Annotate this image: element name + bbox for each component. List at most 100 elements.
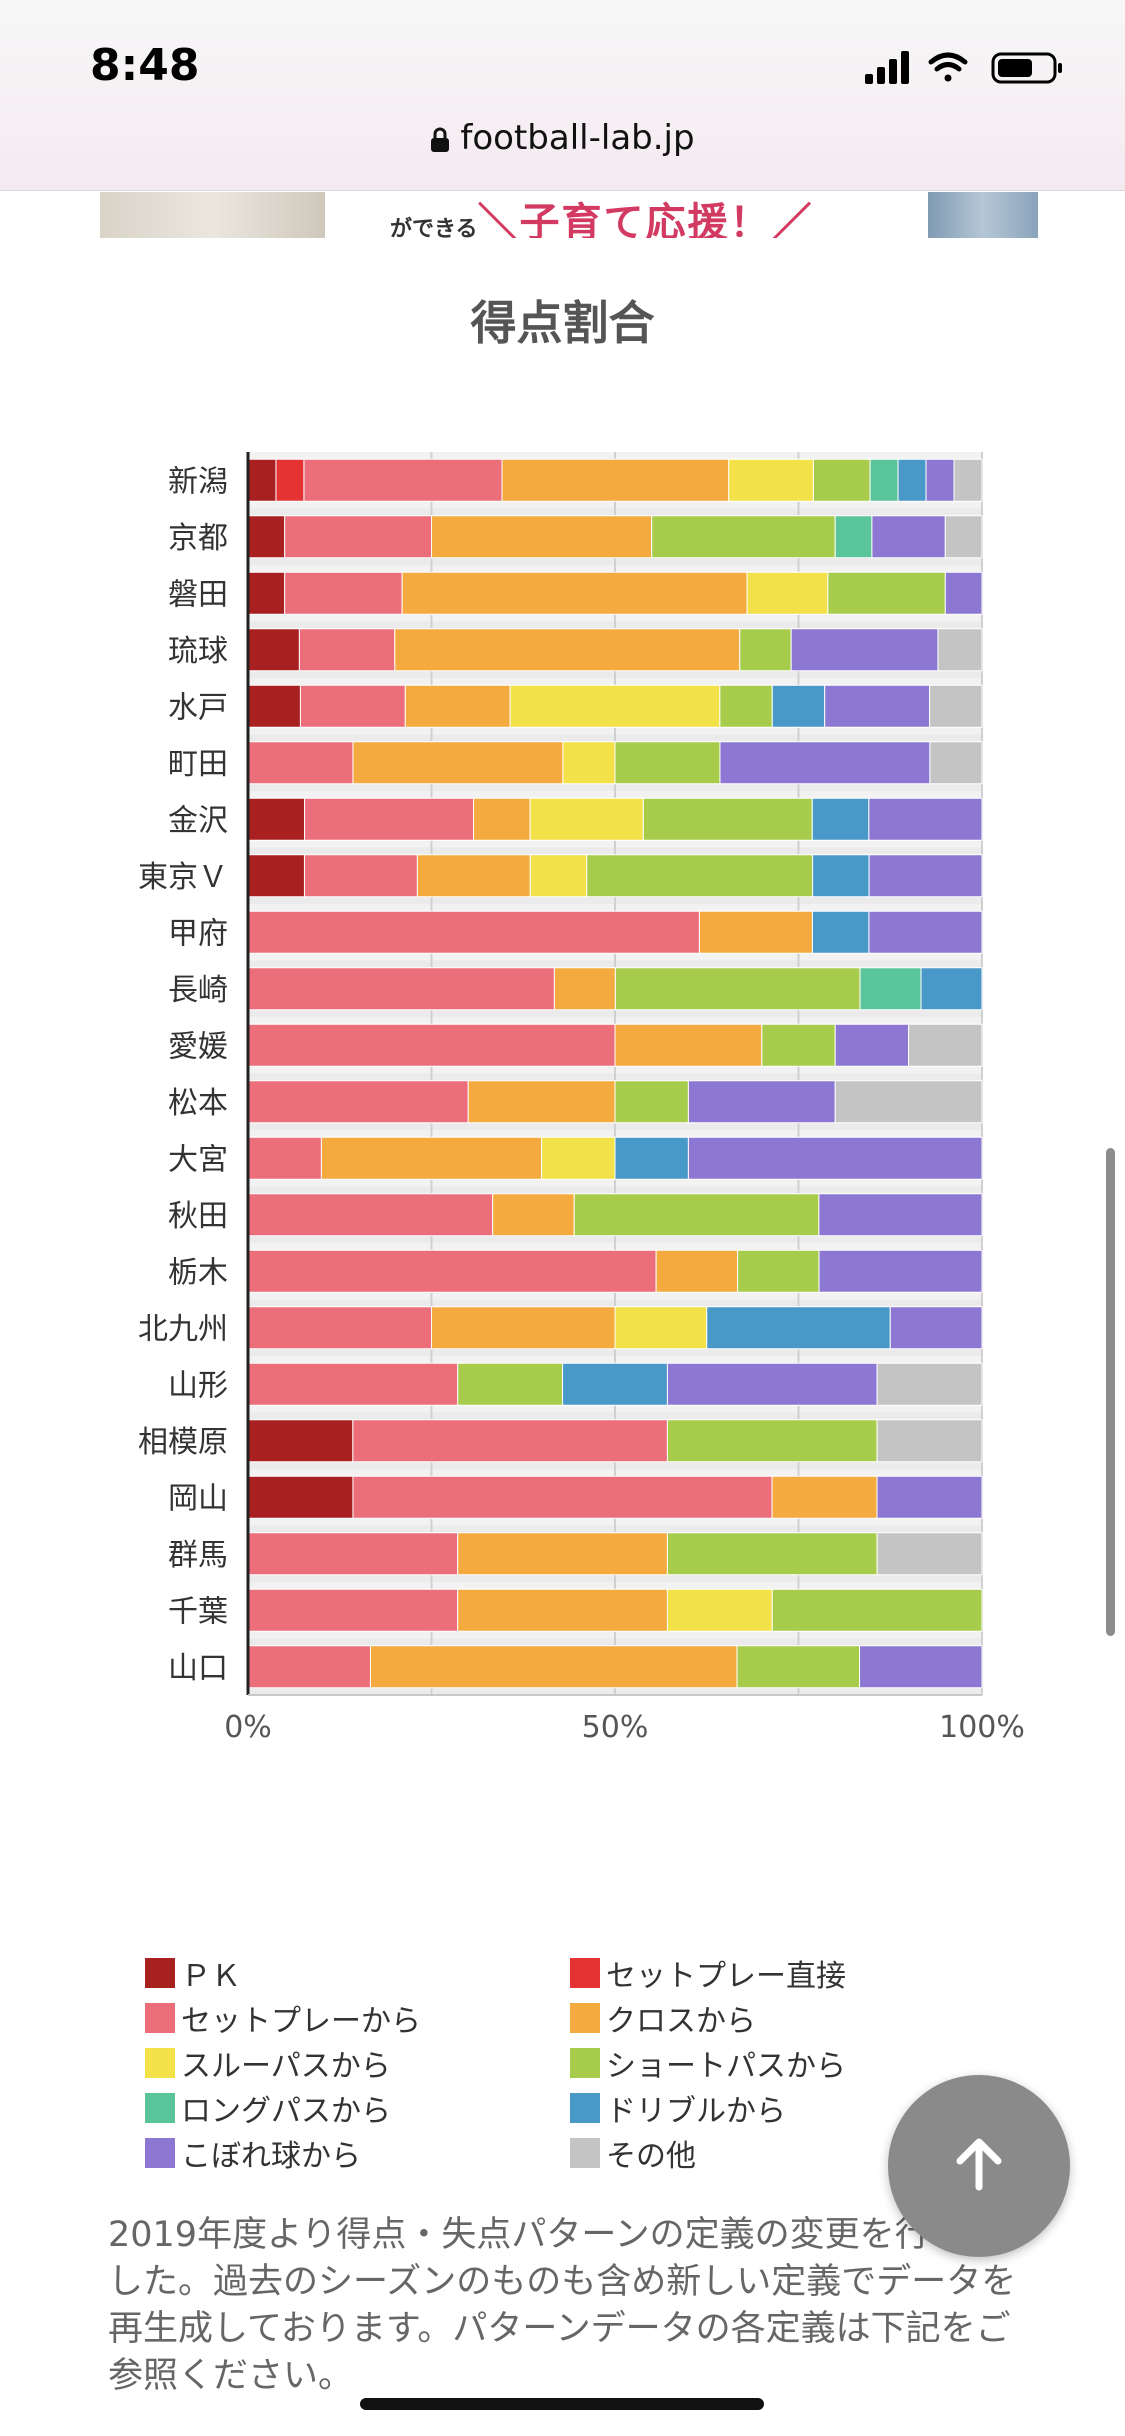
bar-segment: [247, 684, 301, 728]
bar-segment: [614, 1306, 708, 1350]
bar-segment: [834, 1080, 983, 1124]
bar-segment: [303, 458, 503, 502]
bar-segment: [303, 854, 418, 898]
bar-segment: [457, 1532, 668, 1576]
bar-segment: [614, 1023, 763, 1067]
legend-label: その他: [606, 2139, 696, 2174]
legend-item: セットプレー直接: [570, 1953, 846, 1994]
bar-segment: [509, 684, 721, 728]
bar-segment: [553, 967, 616, 1011]
category-label: 新潟: [168, 464, 228, 499]
bar-segment: [529, 854, 588, 898]
back-to-top-button[interactable]: [888, 2075, 1070, 2257]
bar-segment: [771, 1588, 983, 1632]
bar-segment: [746, 571, 829, 615]
legend-swatch: [145, 2093, 175, 2123]
lock-icon: [431, 127, 450, 152]
category-label: 町田: [168, 747, 228, 782]
bar-segment: [614, 1136, 689, 1180]
bar-segment: [666, 1588, 773, 1632]
legend-label: こぼれ球から: [181, 2139, 361, 2174]
bar-segment: [457, 1588, 668, 1632]
bar-segment: [929, 684, 983, 728]
legend-item: ＰＫ: [145, 1953, 241, 1994]
bar-segment: [876, 1532, 983, 1576]
category-label: 琉球: [168, 634, 228, 669]
bar-segment: [944, 515, 983, 559]
legend-item: セットプレーから: [145, 1998, 421, 2039]
bar-segment: [284, 515, 433, 559]
bar-segment: [247, 1136, 322, 1180]
bar-segment: [908, 1023, 983, 1067]
bar-segment: [737, 1249, 820, 1293]
bar-segment: [247, 967, 555, 1011]
bar-segment: [404, 684, 511, 728]
ad-small-text: ができる: [390, 217, 478, 238]
category-label: 相模原: [138, 1425, 228, 1460]
bar-segment: [876, 1419, 983, 1463]
bar-segment: [431, 1306, 616, 1350]
ad-banner[interactable]: ができる＼子育て応援！／: [100, 192, 1038, 238]
x-tick-label: 100%: [939, 1710, 1025, 1745]
bar-segment: [868, 854, 983, 898]
legend-item: ロングパスから: [145, 2088, 391, 2129]
bar-segment: [953, 458, 983, 502]
category-label: 東京Ｖ: [138, 860, 228, 895]
bar-segment: [868, 797, 983, 841]
bar-segment: [492, 1193, 575, 1237]
bar-segment: [247, 458, 277, 502]
legend-label: セットプレー直接: [606, 1959, 846, 1994]
legend-label: クロスから: [606, 2004, 756, 2039]
bar-segment: [920, 967, 983, 1011]
legend-label: ショートパスから: [606, 2049, 846, 2084]
status-icons: [865, 51, 1062, 84]
chart-title: 得点割合: [470, 296, 655, 350]
legend-item: ドリブルから: [570, 2088, 786, 2129]
legend-item: スルーパスから: [145, 2043, 391, 2084]
bar-segment: [736, 1645, 861, 1689]
legend-item: ショートパスから: [570, 2043, 846, 2084]
legend-swatch: [570, 2003, 600, 2033]
bar-segment: [562, 1362, 668, 1406]
bar-segment: [827, 571, 946, 615]
bar-segment: [394, 628, 741, 672]
legend-swatch: [570, 2093, 600, 2123]
legend-swatch: [570, 1958, 600, 1988]
bar-segment: [655, 1249, 739, 1293]
url-text: football-lab.jp: [460, 118, 695, 158]
x-tick-label: 50%: [582, 1710, 649, 1745]
bar-segment: [247, 1532, 459, 1576]
category-label: 長崎: [168, 973, 228, 1008]
bar-segment: [818, 1193, 983, 1237]
bar-segment: [247, 1023, 616, 1067]
category-label: 岡山: [168, 1481, 228, 1516]
bar-segment: [889, 1306, 983, 1350]
bar-segment: [467, 1080, 616, 1124]
bar-segment: [473, 797, 531, 841]
category-label: 愛媛: [168, 1029, 228, 1064]
bar-segment: [401, 571, 748, 615]
ad-image-right: [928, 192, 1038, 238]
bar-segment: [728, 458, 814, 502]
bar-segment: [562, 741, 616, 785]
scrollbar[interactable]: [1106, 1148, 1115, 1636]
bar-segment: [299, 684, 406, 728]
bar-segment: [698, 910, 813, 954]
bar-segment: [811, 797, 870, 841]
legend-swatch: [570, 2138, 600, 2168]
legend-label: セットプレーから: [181, 2004, 421, 2039]
bar-segment: [771, 1475, 878, 1519]
bar-segment: [320, 1136, 543, 1180]
category-label: 山形: [168, 1368, 228, 1403]
cellular-signal-icon: [865, 51, 909, 84]
address-bar[interactable]: football-lab.jp: [0, 118, 1125, 158]
bar-segment: [811, 910, 870, 954]
bar-segment: [869, 458, 899, 502]
bar-segment: [771, 684, 826, 728]
bar-segment: [275, 458, 305, 502]
bar-segment: [541, 1136, 616, 1180]
category-label: 秋田: [168, 1199, 228, 1234]
bar-segment: [284, 571, 403, 615]
bar-segment: [247, 854, 305, 898]
bar-segment: [719, 684, 773, 728]
